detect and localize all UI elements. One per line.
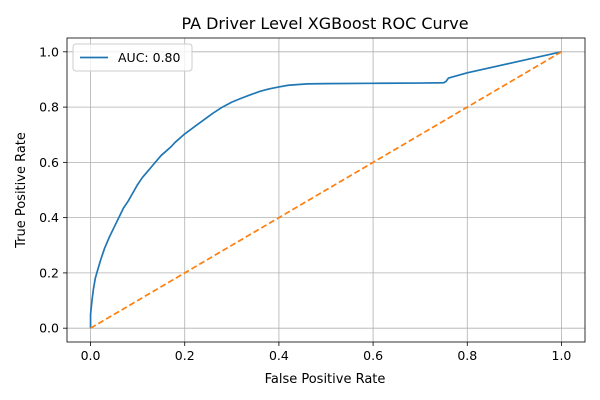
x-tick-label: 0.2	[175, 348, 195, 363]
tick-marks	[63, 51, 562, 346]
x-tick-label: 0.8	[457, 348, 477, 363]
chance-diagonal-line	[90, 51, 562, 329]
legend-box	[72, 43, 193, 72]
y-tick-label: 1.0	[39, 44, 59, 59]
y-tick-label: 0.6	[39, 155, 59, 170]
chart-title: PA Driver Level XGBoost ROC Curve	[181, 14, 468, 33]
series-layer	[89, 50, 562, 329]
y-tick-label: 0.2	[39, 265, 59, 280]
x-tick-label: 1.0	[552, 348, 572, 363]
x-tick-label: 0.4	[269, 348, 289, 363]
y-tick-label: 0.8	[39, 100, 59, 115]
y-tick-label: 0.0	[39, 321, 59, 336]
tick-labels: 0.0 0.2 0.4 0.6 0.8 1.0 0.0 0.2 0.4 0.6 0.8 1.0	[39, 44, 571, 363]
legend-label-auc: AUC: 0.80	[118, 50, 180, 65]
grid-lines	[67, 38, 585, 342]
axes-frame	[66, 37, 586, 343]
y-tick-label: 0.4	[39, 210, 59, 225]
x-tick-label: 0.0	[81, 348, 101, 363]
roc-curve-line	[89, 50, 562, 329]
x-axis-label: False Positive Rate	[265, 372, 386, 387]
legend: AUC: 0.80	[72, 43, 193, 72]
x-tick-label: 0.6	[363, 348, 383, 363]
y-axis-label: True Positive Rate	[14, 132, 29, 249]
